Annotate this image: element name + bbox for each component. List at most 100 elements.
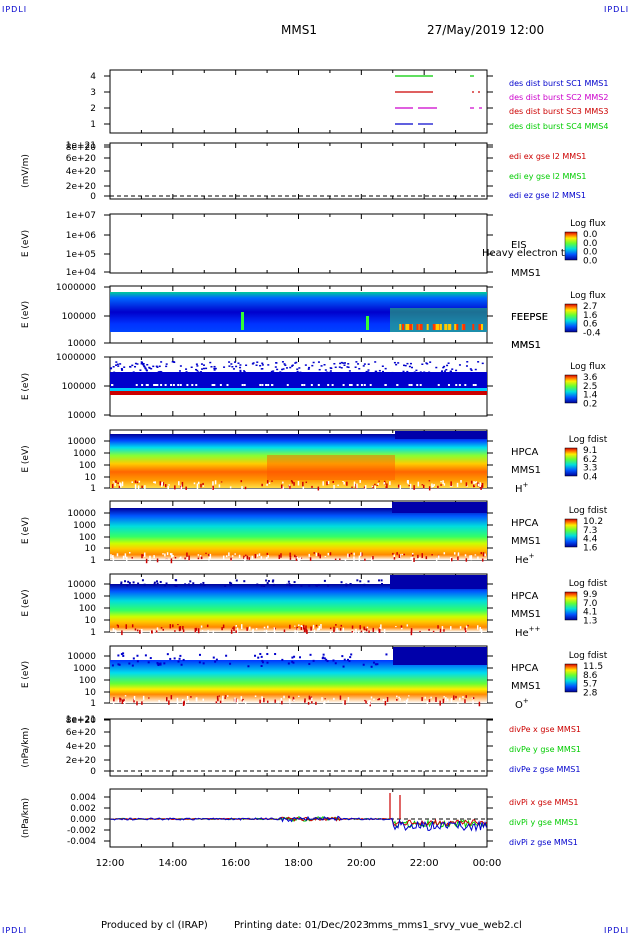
spec-noise-hpca_he2-131 — [153, 629, 155, 633]
feepsi-dot-244 — [377, 373, 380, 375]
feepse-hot-36 — [419, 324, 422, 330]
spec-noise-hpca_h-2 — [433, 483, 435, 487]
spec-noise-hpca_h-27 — [302, 486, 305, 492]
spec-noise-hpca_he2-20 — [363, 626, 365, 630]
feepsi-dot-152 — [284, 364, 287, 367]
feepsi-dot-106 — [251, 373, 254, 376]
spec-noise-hpca_o-4 — [298, 695, 300, 698]
spec-noise-hpca_o-128 — [439, 700, 441, 706]
feepsi-dot-156 — [150, 367, 153, 370]
hpca-o-dot-2 — [261, 659, 264, 662]
spec-noise-hpca_o-134 — [323, 700, 326, 706]
ylabel-edi: (mV/m) — [21, 154, 31, 188]
spec-noise-hpca_h-33 — [386, 483, 388, 489]
hpca-he2-dot-26 — [202, 581, 205, 584]
feepsi-dot-136 — [333, 363, 336, 365]
spec-noise-hpca_he2-46 — [197, 628, 200, 634]
feepsi-gap-53 — [369, 384, 372, 386]
spec-noise-hpca_h-59 — [266, 480, 269, 484]
hpca-he2-dot-65 — [192, 582, 195, 585]
hpca-he2-dot-55 — [286, 583, 289, 586]
spec-noise-hpca_he2-82 — [380, 624, 382, 630]
spec-noise-hpca_h-46 — [114, 482, 116, 487]
hpca-o-dot-22 — [111, 664, 114, 667]
spec-noise-hpca_he2-128 — [368, 630, 370, 633]
spec-noise-hpca_o-130 — [234, 697, 236, 703]
colorbar-title-hpca_h: Log fdist — [569, 435, 608, 445]
feepsi-dot-111 — [202, 364, 205, 366]
feepsi-dot-109 — [275, 362, 278, 364]
spec-noise-hpca_he-113 — [116, 553, 119, 557]
hpca-he2-dot-69 — [189, 580, 192, 583]
feepsi-dot-53 — [391, 371, 394, 374]
spec-noise-hpca_o-17 — [242, 698, 244, 701]
feepsi-dot-102 — [419, 371, 422, 373]
hpca-o-dot-8 — [131, 664, 134, 667]
spec-noise-hpca_h-3 — [162, 482, 165, 486]
feepsi-dot-57 — [285, 374, 288, 377]
hpca-he2-dot-5 — [153, 581, 156, 584]
feepsi-gap-24 — [259, 384, 262, 386]
spec-noise-hpca_h-91 — [359, 480, 361, 483]
feepsi-gap-36 — [474, 384, 477, 386]
spec-noise-hpca_he-117 — [289, 555, 292, 558]
feepsi-dot-94 — [455, 369, 458, 372]
spec-noise-hpca_o-1 — [170, 695, 173, 700]
spec-noise-hpca_he-27 — [313, 552, 315, 554]
spec-noise-hpca_he2-112 — [441, 626, 444, 630]
colorbar-hpca_h — [564, 447, 578, 477]
feepsi-dot-103 — [307, 368, 310, 370]
feepsi-dot-148 — [227, 372, 230, 374]
spec-noise-hpca_h-8 — [456, 482, 459, 488]
spec-noise-hpca_h-62 — [417, 481, 420, 487]
ytick-eis-3: 1e+07 — [66, 211, 96, 221]
spec-noise-hpca_he-110 — [197, 554, 200, 556]
feepsi-dot-227 — [200, 363, 203, 365]
feepsi-dot-86 — [442, 374, 445, 376]
spec-noise-hpca_he2-133 — [162, 628, 165, 631]
hpca-o-dot-66 — [144, 654, 147, 657]
hpca-o-dot-35 — [260, 664, 263, 667]
spec-noise-hpca_he2-32 — [169, 624, 172, 629]
colorbar-tick-hpca_o-0: 11.5 — [583, 662, 603, 672]
spec-noise-hpca_he2-120 — [222, 624, 225, 629]
spec-noise-hpca_h-75 — [290, 480, 293, 482]
hpca-o-dot-67 — [370, 665, 373, 668]
feepsi-gap-8 — [360, 384, 363, 386]
spec-noise-hpca_he2-110 — [117, 625, 119, 628]
feepsi-gap-34 — [191, 384, 194, 386]
colorbar-tick-feepsi-3: 0.2 — [583, 399, 597, 409]
spec-noise-hpca_h-4 — [399, 485, 402, 489]
spec-noise-hpca_o-26 — [277, 700, 279, 704]
spec-noise-hpca_o-97 — [443, 696, 445, 698]
spec-noise-hpca_o-11 — [274, 699, 276, 703]
colorbar-tick-hpca_he-3: 1.6 — [583, 543, 598, 553]
feepsi-dot-141 — [296, 368, 299, 370]
spec-noise-hpca_he2-113 — [360, 630, 363, 633]
spec-noise-hpca_he-102 — [411, 556, 414, 561]
feepse-hot-7 — [439, 324, 442, 330]
hpca-o-dot-43 — [342, 665, 345, 668]
feepsi-dot-234 — [232, 368, 235, 370]
hpca-he2-dot-41 — [293, 581, 296, 584]
feepsi-dot-258 — [154, 372, 157, 375]
feepsi-dot-186 — [347, 366, 350, 369]
hpca-o-dot-27 — [177, 660, 180, 663]
spec-noise-hpca_h-68 — [302, 481, 304, 487]
spec-noise-hpca_h-12 — [475, 481, 477, 483]
feepsi-dot-137 — [365, 370, 368, 373]
spec-noise-hpca_he2-6 — [310, 626, 312, 631]
spec-noise-hpca_he-121 — [396, 552, 398, 555]
spec-noise-hpca_he2-67 — [141, 628, 143, 634]
feepsi-dot-118 — [201, 368, 204, 370]
spec-noise-hpca_o-84 — [219, 700, 222, 704]
spec-noise-hpca_o-32 — [148, 697, 150, 699]
overlay-eis: Heavy electron to — [482, 248, 571, 259]
colorbar-tick-hpca_he2-2: 4.1 — [583, 608, 597, 618]
spec-noise-hpca_he2-125 — [194, 627, 197, 633]
feepsi-dot-26 — [344, 362, 347, 364]
feepsi-dot-30 — [279, 371, 282, 373]
colorbar-title-hpca_he2: Log fdist — [569, 579, 608, 589]
colorbar-tick-hpca_h-1: 6.2 — [583, 455, 597, 465]
spec-noise-hpca_he-137 — [469, 557, 472, 560]
